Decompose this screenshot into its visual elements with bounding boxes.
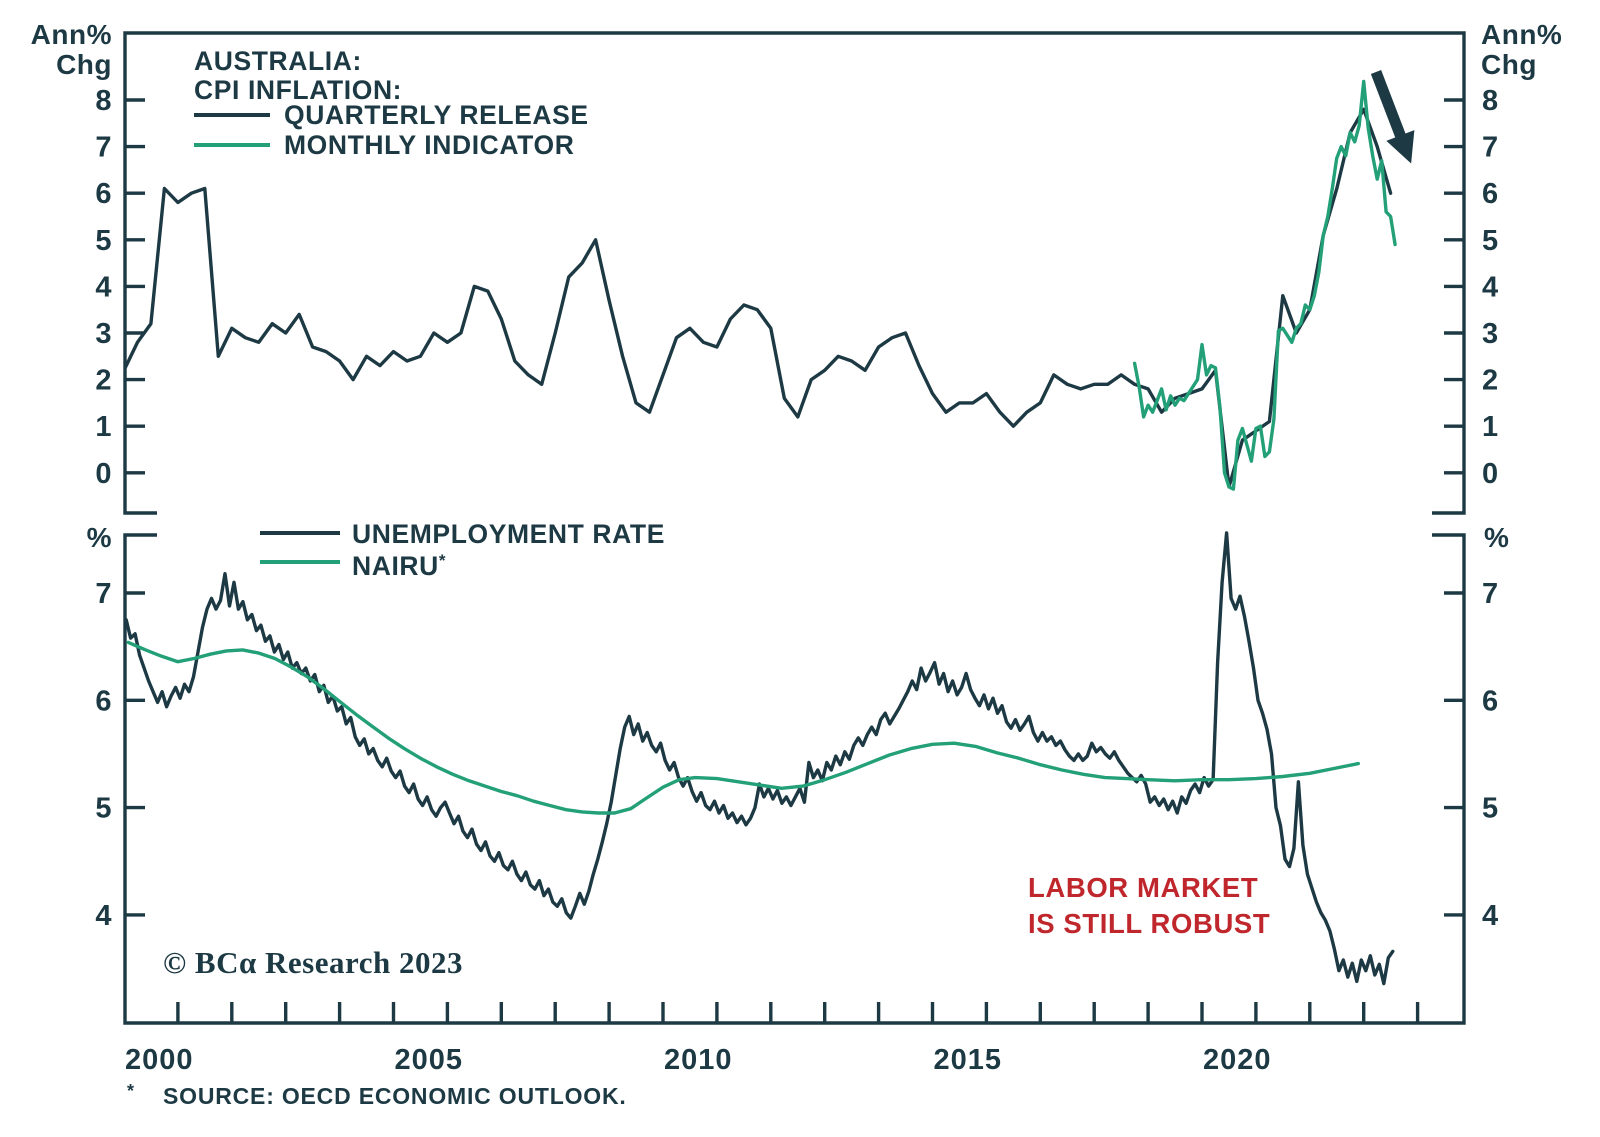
annotation-line1: LABOR MARKET	[1028, 872, 1258, 903]
footnote-marker: *	[127, 1081, 134, 1101]
bottom-panel-y-tick-label-left: 7	[95, 578, 112, 610]
bottom-panel-y-tick-label-right: 6	[1482, 685, 1499, 717]
top-panel-y-tick-label-right: 6	[1482, 178, 1499, 210]
copyright-text: © BCα Research 2023	[163, 945, 463, 980]
legend-label-quarterly: QUARTERLY RELEASE	[284, 100, 589, 130]
top-panel-y-tick-label-right: 7	[1482, 132, 1499, 164]
top-panel-y-tick-label-right: 1	[1482, 411, 1499, 443]
nairu-line	[126, 640, 1361, 815]
top-panel-y-tick-label-left: 2	[95, 365, 112, 397]
bottom-panel-frame	[123, 533, 1466, 1025]
plot-area: 0 0 1 1 2 2 3 3 4 4 5 5 6 6 7 7 8 8 4 4 5 5 6 6 7 7 2000 2005 2010 20…	[95, 31, 1499, 1076]
legend-label-nairu: NAIRU*	[352, 551, 446, 581]
x-axis-year-label: 2010	[664, 1044, 733, 1076]
legend-label-monthly: MONTHLY INDICATOR	[284, 130, 574, 160]
bottom-right-axis-unit: %	[1484, 522, 1509, 553]
top-panel-y-tick-label-left: 4	[95, 271, 112, 303]
x-axis-year-label: 2020	[1203, 1044, 1272, 1076]
top-panel-frame	[123, 31, 1466, 515]
top-panel-y-tick-label-left: 1	[95, 411, 112, 443]
top-panel-y-tick-label-right: 2	[1482, 365, 1499, 397]
top-panel-y-tick-label-left: 3	[95, 318, 112, 350]
top-panel-y-tick-label-right: 3	[1482, 318, 1499, 350]
bottom-panel-y-tick-label-right: 5	[1482, 793, 1499, 825]
top-right-axis-unit-line1: Ann%	[1481, 19, 1562, 50]
x-axis-year-label: 2005	[395, 1044, 464, 1076]
annotation-line2: IS STILL ROBUST	[1028, 908, 1270, 939]
top-panel-y-tick-label-right: 0	[1482, 458, 1499, 490]
bottom-panel-y-tick-label-right: 7	[1482, 578, 1499, 610]
bottom-left-axis-unit: %	[87, 522, 112, 553]
cpi-monthly-line	[1132, 79, 1397, 491]
top-left-axis-unit-line2: Chg	[56, 49, 112, 80]
bottom-panel-y-tick-label-right: 4	[1482, 900, 1499, 932]
top-panel-y-tick-label-right: 5	[1482, 225, 1499, 257]
top-right-axis-unit-line2: Chg	[1481, 49, 1537, 80]
top-panel-y-tick-label-left: 7	[95, 132, 112, 164]
chart-title-line1: AUSTRALIA:	[194, 46, 362, 76]
x-axis-year-label: 2000	[125, 1044, 194, 1076]
top-panel-y-tick-label-left: 6	[95, 178, 112, 210]
bottom-panel-y-tick-label-left: 5	[95, 793, 112, 825]
top-panel-y-tick-label-left: 0	[95, 458, 112, 490]
down-arrow-icon	[1370, 70, 1415, 164]
top-panel-y-tick-label-left: 5	[95, 225, 112, 257]
top-left-axis-unit-line1: Ann%	[31, 19, 112, 50]
bottom-panel-y-tick-label-left: 4	[95, 900, 112, 932]
x-axis-year-label: 2015	[934, 1044, 1003, 1076]
legend-label-unemployment: UNEMPLOYMENT RATE	[352, 519, 665, 549]
chart-title-line2: CPI INFLATION:	[194, 75, 402, 105]
top-panel-y-tick-label-right: 8	[1482, 85, 1499, 117]
top-panel-y-tick-label-right: 4	[1482, 271, 1499, 303]
footnote-text: SOURCE: OECD ECONOMIC OUTLOOK.	[163, 1083, 627, 1109]
cpi-quarterly-line	[126, 107, 1393, 489]
top-panel-y-tick-label-left: 8	[95, 85, 112, 117]
bottom-panel-y-tick-label-left: 6	[95, 685, 112, 717]
